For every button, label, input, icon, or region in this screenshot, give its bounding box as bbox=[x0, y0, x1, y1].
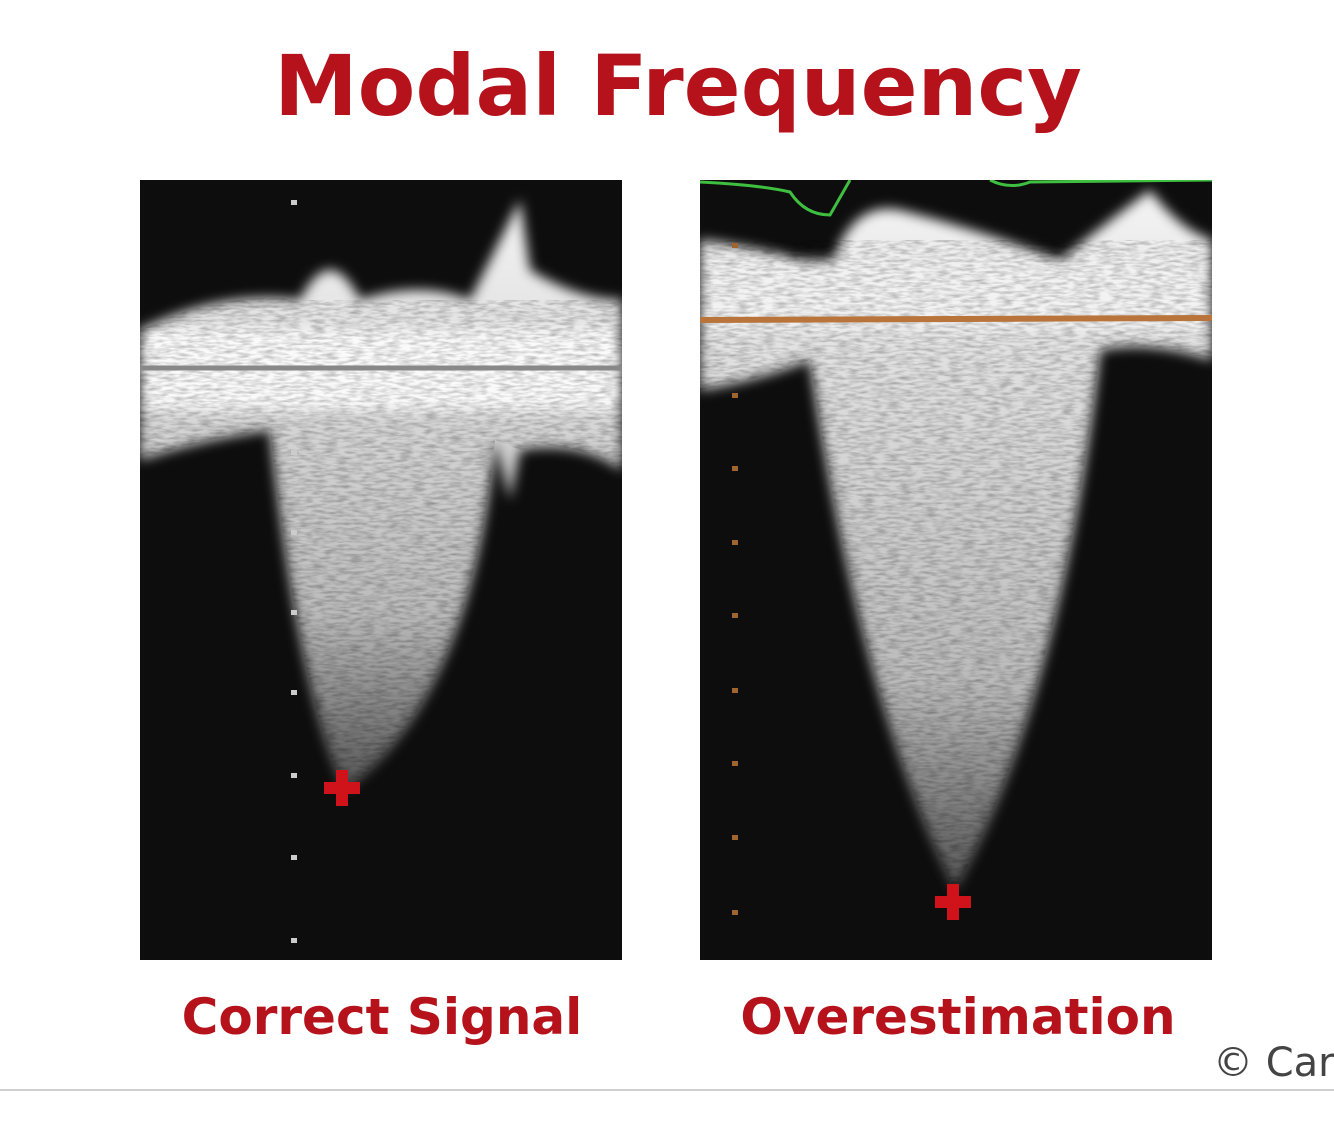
doppler-image-correct bbox=[140, 180, 622, 960]
doppler-image-overestimation bbox=[700, 180, 1212, 960]
panel-label: Overestimation bbox=[740, 988, 1175, 1046]
title: Modal Frequency bbox=[274, 37, 1082, 135]
panel-label: Correct Signal bbox=[182, 988, 583, 1046]
copyright: © Car bbox=[1213, 1040, 1334, 1086]
